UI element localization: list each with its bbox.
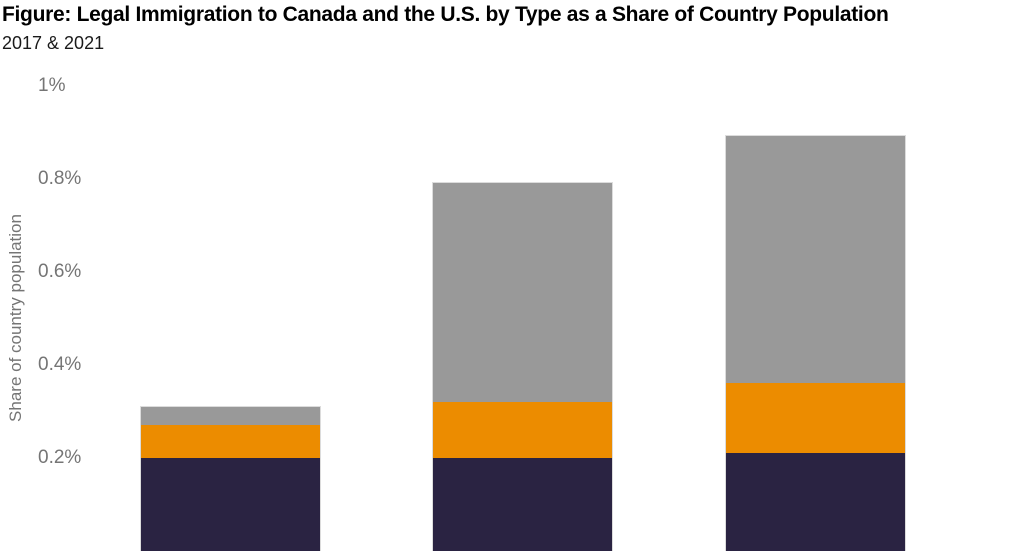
bar-segment-middle-segment bbox=[141, 425, 320, 458]
y-tick-label: 0.2% bbox=[38, 447, 82, 469]
figure-chart: Figure: Legal Immigration to Canada and … bbox=[2, 3, 906, 551]
y-axis-title: Share of country population bbox=[6, 214, 25, 422]
stacked-bar bbox=[725, 135, 906, 551]
bar-segment-top-segment bbox=[141, 406, 320, 426]
bar-segment-bottom-segment bbox=[433, 457, 612, 551]
y-tick-label: 0.4% bbox=[38, 354, 82, 376]
chart-title: Figure: Legal Immigration to Canada and … bbox=[2, 3, 889, 26]
y-tick-label: 0.8% bbox=[38, 167, 82, 189]
stacked-bar bbox=[432, 181, 613, 551]
bar-segment-middle-segment bbox=[433, 401, 612, 458]
bar-segment-bottom-segment bbox=[141, 457, 320, 551]
stacked-bar bbox=[140, 405, 321, 551]
y-tick-label: 0.6% bbox=[38, 260, 82, 282]
bar-segment-bottom-segment bbox=[726, 453, 905, 551]
bar-segment-middle-segment bbox=[726, 383, 905, 454]
bar-segment-top-segment bbox=[433, 182, 612, 402]
bar-segment-top-segment bbox=[726, 136, 905, 384]
y-tick-label: 1% bbox=[38, 74, 66, 96]
chart-subtitle: 2017 & 2021 bbox=[2, 33, 105, 53]
